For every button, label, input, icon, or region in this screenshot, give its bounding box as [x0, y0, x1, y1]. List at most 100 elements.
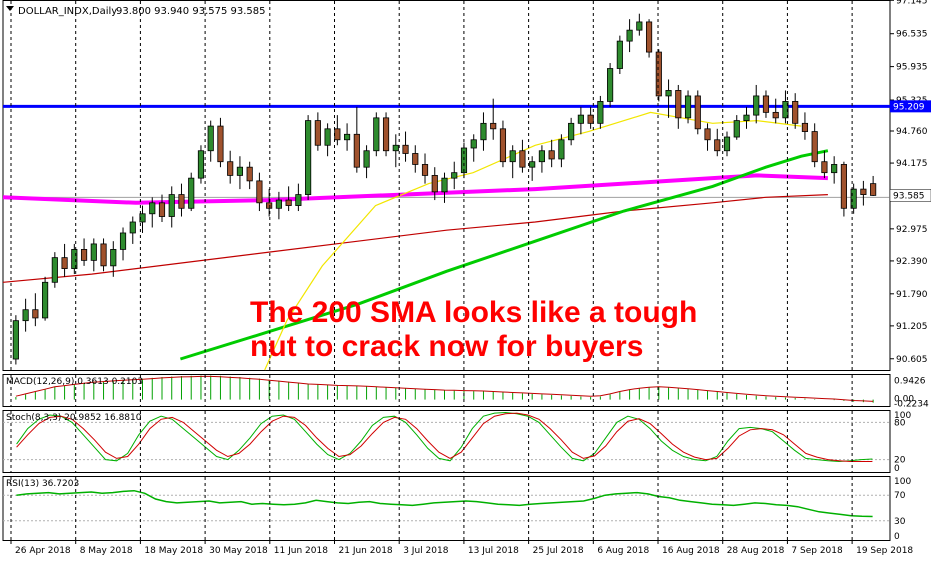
candle-body [392, 144, 399, 152]
candle-body [344, 133, 351, 141]
candle-body [256, 180, 263, 204]
rsi-label: RSI(13) 36.7203 [6, 479, 79, 489]
stoch-panel-frame [2, 410, 891, 473]
x-tick-label: 28 Aug 2018 [727, 546, 785, 556]
candle-body [645, 21, 653, 53]
x-tick-label: 6 Aug 2018 [597, 546, 649, 556]
x-tick-label: 7 Sep 2018 [791, 546, 843, 556]
candle-body [382, 117, 390, 152]
main-price-panel: 97.14596.53595.93595.32594.76094.17592.9… [2, 0, 931, 371]
x-tick-label: 21 Jun 2018 [339, 546, 393, 556]
candle-body [236, 166, 244, 176]
candle-body [334, 128, 341, 141]
candle-body [762, 95, 770, 113]
candle-body [421, 164, 429, 176]
candle-body [519, 150, 526, 168]
candle-body [733, 120, 740, 138]
x-tick-label: 11 Jun 2018 [274, 546, 328, 556]
candle-body [665, 90, 672, 97]
candle-body [509, 150, 516, 163]
candle-body [266, 202, 273, 209]
candle-body [295, 194, 302, 206]
candle-body [80, 249, 88, 261]
candle-body [188, 177, 195, 209]
candle-body [402, 144, 409, 154]
candle-body [490, 122, 497, 130]
candle-body [821, 161, 828, 174]
x-tick-label: 13 Jul 2018 [468, 546, 519, 556]
candle-body [548, 150, 555, 160]
main-panel-frame [2, 0, 891, 371]
candle-body [704, 128, 711, 141]
x-tick-label: 25 Jul 2018 [533, 546, 584, 556]
candle-body [12, 320, 19, 360]
candle-body [616, 40, 623, 69]
candle-body [353, 133, 360, 168]
candle-body [285, 199, 292, 206]
candle-body [227, 161, 234, 176]
candle-body [246, 166, 253, 182]
candle-body [197, 150, 205, 179]
candle-body [119, 232, 127, 250]
chart-annotation: The 200 SMA looks like a tough nut to cr… [250, 296, 770, 364]
candle-body [577, 114, 584, 124]
candle-body [587, 114, 594, 124]
candle-body [324, 128, 331, 146]
price-axis-label: 94.760 [896, 127, 928, 137]
candle-body [275, 199, 282, 209]
stoch-label: Stoch(8,3,3) 20.9852 16.8810 [6, 413, 142, 423]
collapse-arrow-icon[interactable] [6, 6, 14, 11]
candle-body [22, 309, 29, 322]
candle-body [158, 202, 166, 217]
rsi-axis-label: 30 [894, 517, 906, 527]
macd-panel-frame [2, 374, 891, 407]
candle-body [363, 150, 370, 168]
candle-body [470, 139, 477, 149]
candle-body [597, 101, 604, 124]
price-axis-label: 95.935 [896, 63, 928, 73]
macd-panel: MACD(12,26,9) 0.3613 0.2103 0.9426 0.00-0.… [2, 374, 929, 409]
candle-body [168, 194, 175, 217]
candle-body [714, 139, 721, 152]
x-tick-label: 8 May 2018 [80, 546, 133, 556]
rsi-axis-label: 100 [894, 477, 911, 487]
candle-body [636, 21, 643, 31]
price-axis-label: 96.535 [896, 30, 928, 40]
candle-body [217, 125, 224, 163]
chart-title: DOLLAR_INDX,Daily [18, 6, 117, 17]
candle-body [71, 249, 78, 269]
candle-body [42, 281, 49, 319]
rsi-panel-frame [2, 476, 891, 541]
resistance-price-label: 95.209 [893, 102, 925, 112]
candle-body [178, 194, 185, 209]
candle-body [684, 95, 692, 119]
macd-label: MACD(12,26,9) 0.3613 0.2103 [6, 377, 143, 387]
candle-body [811, 131, 818, 163]
price-axis-label: 91.790 [896, 290, 928, 300]
stoch-k-line [16, 411, 873, 463]
candle-body [655, 51, 662, 97]
x-tick-label: 18 May 2018 [144, 546, 203, 556]
candle-body [840, 164, 847, 209]
candle-body [626, 29, 633, 42]
candle-body [772, 111, 779, 119]
candle-body [675, 90, 682, 119]
candle-body [129, 221, 136, 234]
last-price-label: 93.585 [893, 191, 925, 201]
candle-body [870, 183, 877, 196]
candle-body [305, 120, 312, 195]
candle-body [480, 122, 487, 141]
annotation-line-2: nut to crack now for buyers [250, 330, 644, 363]
candle-body [373, 117, 380, 152]
candle-body [743, 114, 750, 121]
candle-body [451, 172, 458, 179]
candle-body [499, 128, 507, 163]
candle-body [431, 175, 438, 193]
macd-signal-line [15, 375, 874, 402]
candle-body [441, 177, 448, 193]
stoch-axis-label: 100 [894, 411, 911, 421]
candle-body [782, 101, 789, 119]
candle-body [792, 101, 799, 124]
macd-axis-label: 0.00 [894, 395, 914, 405]
